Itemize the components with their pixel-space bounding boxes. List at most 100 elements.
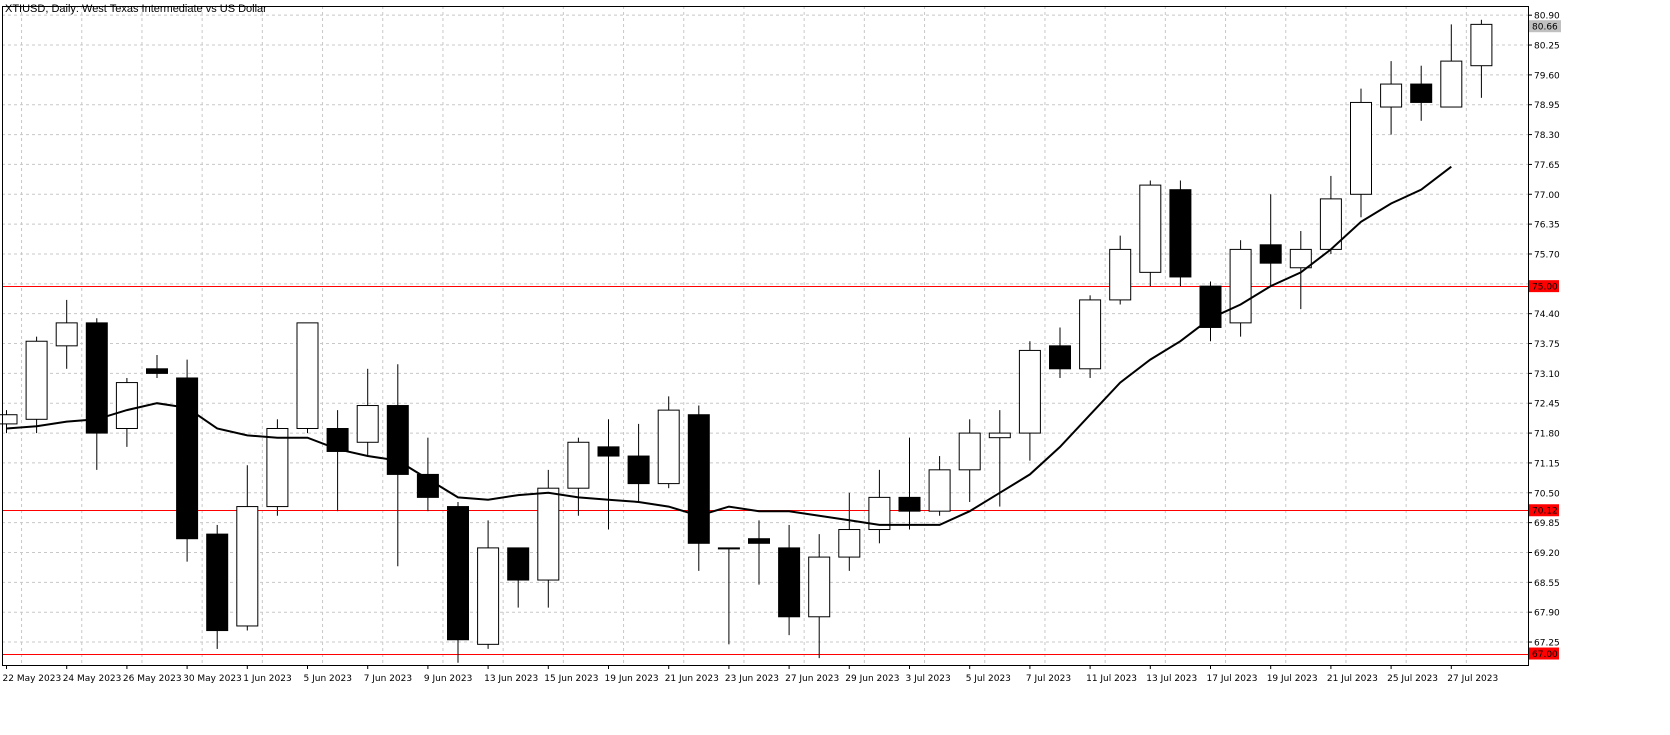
- candle-body-bullish: [1380, 83, 1403, 108]
- candle-body-bullish: [1139, 184, 1162, 273]
- candle: [928, 456, 951, 516]
- candle: [85, 318, 108, 470]
- candle-body-bullish: [928, 469, 951, 512]
- candle: [1229, 240, 1252, 337]
- price-tick-label: 77.65: [1534, 161, 1560, 171]
- time-tick-label: 1 Jun 2023: [243, 674, 291, 684]
- candle-body-bearish: [627, 455, 650, 485]
- price-tick-label: 76.35: [1534, 221, 1560, 231]
- horizontal-levels: [2, 286, 1528, 655]
- price-tick-label: 73.75: [1534, 340, 1560, 350]
- price-tick-label: 69.20: [1534, 549, 1560, 559]
- price-tick-label: 67.25: [1534, 639, 1560, 649]
- price-tick-label: 69.85: [1534, 519, 1560, 529]
- candle-body-bearish: [447, 506, 469, 641]
- candle-body-bullish: [296, 322, 319, 429]
- level-label: 67.00: [1532, 650, 1558, 660]
- candle-body-bullish: [537, 487, 560, 581]
- time-tick-label: 25 Jul 2023: [1387, 674, 1438, 684]
- candle-body-bearish: [386, 405, 409, 475]
- candle: [1199, 281, 1222, 342]
- candle-body-bearish: [206, 533, 229, 632]
- candle: [1169, 180, 1192, 287]
- time-tick-label: 27 Jun 2023: [785, 674, 839, 684]
- time-tick-label: 7 Jun 2023: [364, 674, 412, 684]
- chart-title: XTIUSD, Daily: West Texas Intermediate v…: [5, 3, 267, 15]
- candle-body-bullish: [477, 547, 500, 645]
- candle-body-bullish: [808, 556, 831, 618]
- candle: [146, 355, 168, 378]
- price-tick-label: 77.00: [1534, 191, 1560, 201]
- candle-body-bearish: [507, 547, 530, 581]
- candle: [717, 547, 740, 645]
- candle: [1259, 194, 1282, 287]
- candle: [1380, 61, 1403, 135]
- price-tick-label: 68.55: [1534, 579, 1560, 589]
- level-tag: [1529, 647, 1559, 660]
- price-tick-label: 80.90: [1534, 12, 1560, 22]
- candle-body-bullish: [717, 547, 740, 550]
- candle-body-bearish: [687, 414, 710, 544]
- candle-body-bearish: [1049, 345, 1071, 370]
- current-price-label: 80.66: [1532, 23, 1558, 33]
- time-tick-label: 15 Jun 2023: [544, 674, 598, 684]
- candles: [0, 19, 1493, 663]
- candle: [898, 437, 921, 530]
- price-tick-label: 80.25: [1534, 42, 1560, 52]
- price-tick-label: 75.70: [1534, 250, 1560, 260]
- time-tick-label: 23 Jun 2023: [725, 674, 779, 684]
- candle: [868, 469, 891, 544]
- candle: [567, 437, 590, 516]
- candle: [447, 501, 469, 663]
- candle: [958, 419, 981, 502]
- price-tick-label: 71.15: [1534, 459, 1560, 469]
- candle: [266, 419, 289, 516]
- candle-body-bearish: [1410, 83, 1433, 103]
- time-tick-label: 13 Jul 2023: [1146, 674, 1197, 684]
- candle-body-bearish: [748, 538, 770, 544]
- candle-body-bearish: [1169, 189, 1192, 278]
- candle-body-bullish: [988, 432, 1011, 439]
- candle-body-bearish: [326, 427, 349, 452]
- candle-body-bullish: [1109, 248, 1132, 301]
- candle: [1319, 175, 1342, 254]
- candle: [115, 377, 138, 447]
- candle: [296, 322, 319, 434]
- candle: [657, 396, 680, 489]
- candle-body-bearish: [898, 496, 921, 512]
- price-tick-label: 79.60: [1534, 71, 1560, 81]
- level-tag: [1529, 280, 1559, 293]
- time-tick-label: 3 Jul 2023: [906, 674, 951, 684]
- time-tick-label: 21 Jun 2023: [665, 674, 719, 684]
- time-axis: 22 May 2023 24 May 2023 26 May 2023 30 May …: [3, 665, 1498, 684]
- candle-body-bearish: [176, 377, 199, 540]
- candle-body-bearish: [778, 547, 801, 618]
- candle-body-bullish: [1440, 60, 1463, 108]
- candle: [687, 405, 710, 571]
- time-tick-label: 27 Jul 2023: [1447, 674, 1498, 684]
- candle: [206, 524, 229, 649]
- candle-body-bullish: [1229, 248, 1252, 324]
- price-tick-label: 67.90: [1534, 609, 1560, 619]
- candle: [507, 547, 530, 608]
- candle-body-bullish: [55, 322, 78, 347]
- candle: [597, 419, 620, 530]
- time-tick-label: 9 Jun 2023: [424, 674, 472, 684]
- time-tick-label: 30 May 2023: [183, 674, 242, 684]
- candle: [477, 520, 500, 649]
- level-label: 70.12: [1532, 507, 1558, 517]
- candle-body-bearish: [597, 446, 620, 457]
- candle-body-bullish: [1018, 349, 1041, 434]
- price-tick-label: 78.95: [1534, 101, 1560, 111]
- candle-body-bullish: [115, 382, 138, 429]
- grid: [2, 6, 1528, 665]
- candle: [537, 469, 560, 608]
- candle-body-bullish: [1079, 299, 1102, 370]
- price-axis: 80.90 80.25 79.60 78.95 78.30 77.65 77.00 76.35…: [1528, 12, 1561, 649]
- price-tick-label: 71.80: [1534, 430, 1560, 440]
- candle: [1289, 231, 1312, 310]
- candle: [808, 534, 831, 659]
- price-tick-label: 73.10: [1534, 370, 1560, 380]
- candle-body-bearish: [1259, 244, 1282, 264]
